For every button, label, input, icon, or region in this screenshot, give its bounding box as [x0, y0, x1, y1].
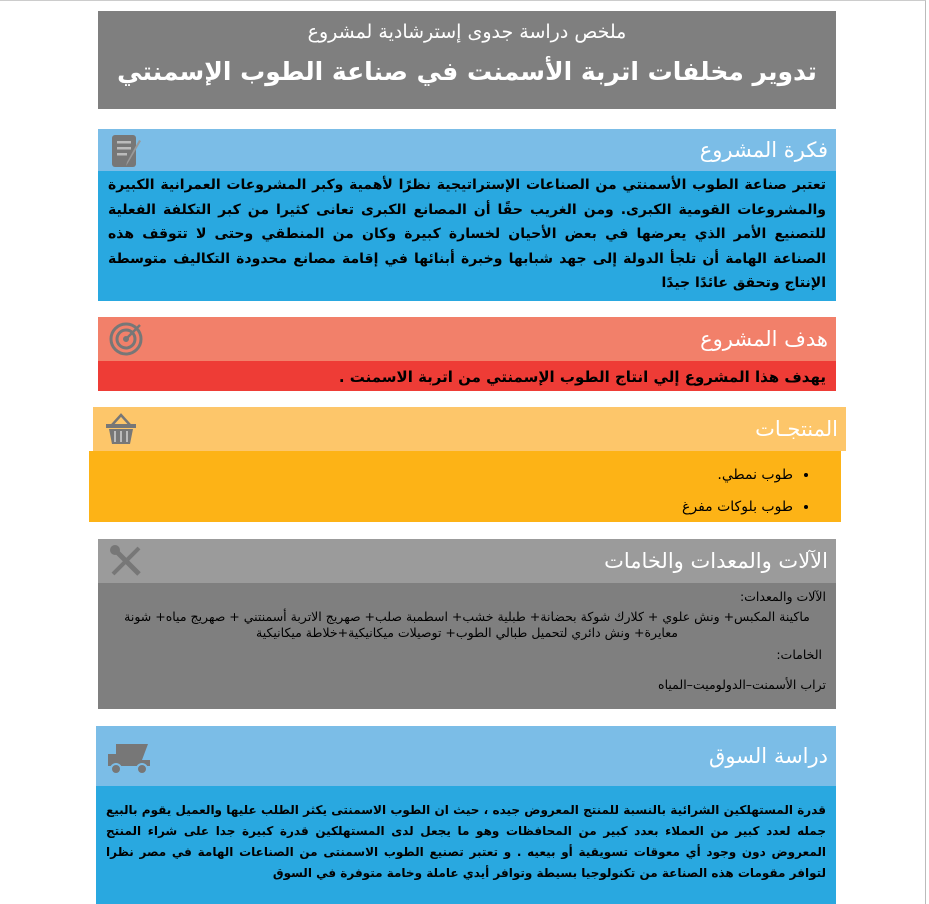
raw-materials-label: الخامات:: [776, 647, 822, 662]
pen-document-icon: [112, 135, 141, 167]
target-icon: [109, 322, 143, 356]
title-subtitle: ملخص دراسة جدوى إسترشادية لمشروع: [307, 21, 627, 43]
idea-header: فكرة المشروع: [98, 129, 836, 171]
product-item: طوب نمطي.: [89, 459, 793, 491]
tools-icon: [110, 545, 141, 576]
machines-header: الآلات والمعدات والخامات: [98, 539, 836, 583]
products-list: طوب نمطي. طوب بلوكات مفرغ: [89, 459, 793, 523]
equipment-text: ماكينة المكبس+ ونش علوي + كلارك شوكة بحض…: [124, 609, 810, 640]
raw-materials-text: تراب الأسمنت–الدولوميت–المياه: [658, 677, 826, 692]
products-body: طوب نمطي. طوب بلوكات مفرغ: [89, 451, 841, 522]
basket-icon: [106, 413, 136, 444]
machines-heading: الآلات والمعدات والخامات: [604, 549, 828, 573]
goal-heading: هدف المشروع: [700, 327, 828, 351]
market-body: قدرة المستهلكين الشرائية بالنسبة للمنتج …: [96, 786, 836, 904]
market-heading: دراسة السوق: [709, 744, 828, 768]
market-header: دراسة السوق: [96, 726, 836, 786]
product-item: طوب بلوكات مفرغ: [89, 491, 793, 523]
truck-icon: [108, 744, 150, 775]
products-header: المنتجـات: [93, 407, 846, 451]
products-heading: المنتجـات: [755, 417, 838, 441]
machines-body: الآلات والمعدات: ماكينة المكبس+ ونش علوي…: [98, 583, 836, 709]
equipment-label: الآلات والمعدات:: [739, 589, 826, 604]
idea-body: تعتبر صناعة الطوب الأسمنتي من الصناعات ا…: [98, 171, 836, 301]
title-main: تدوير مخلفات اتربة الأسمنت في صناعة الطو…: [117, 57, 817, 86]
idea-heading: فكرة المشروع: [699, 138, 828, 162]
goal-body: يهدف هذا المشروع إلي انتاج الطوب الإسمنت…: [98, 361, 836, 391]
title-banner: ملخص دراسة جدوى إسترشادية لمشروع تدوير م…: [98, 11, 836, 109]
goal-header: هدف المشروع: [98, 317, 836, 361]
